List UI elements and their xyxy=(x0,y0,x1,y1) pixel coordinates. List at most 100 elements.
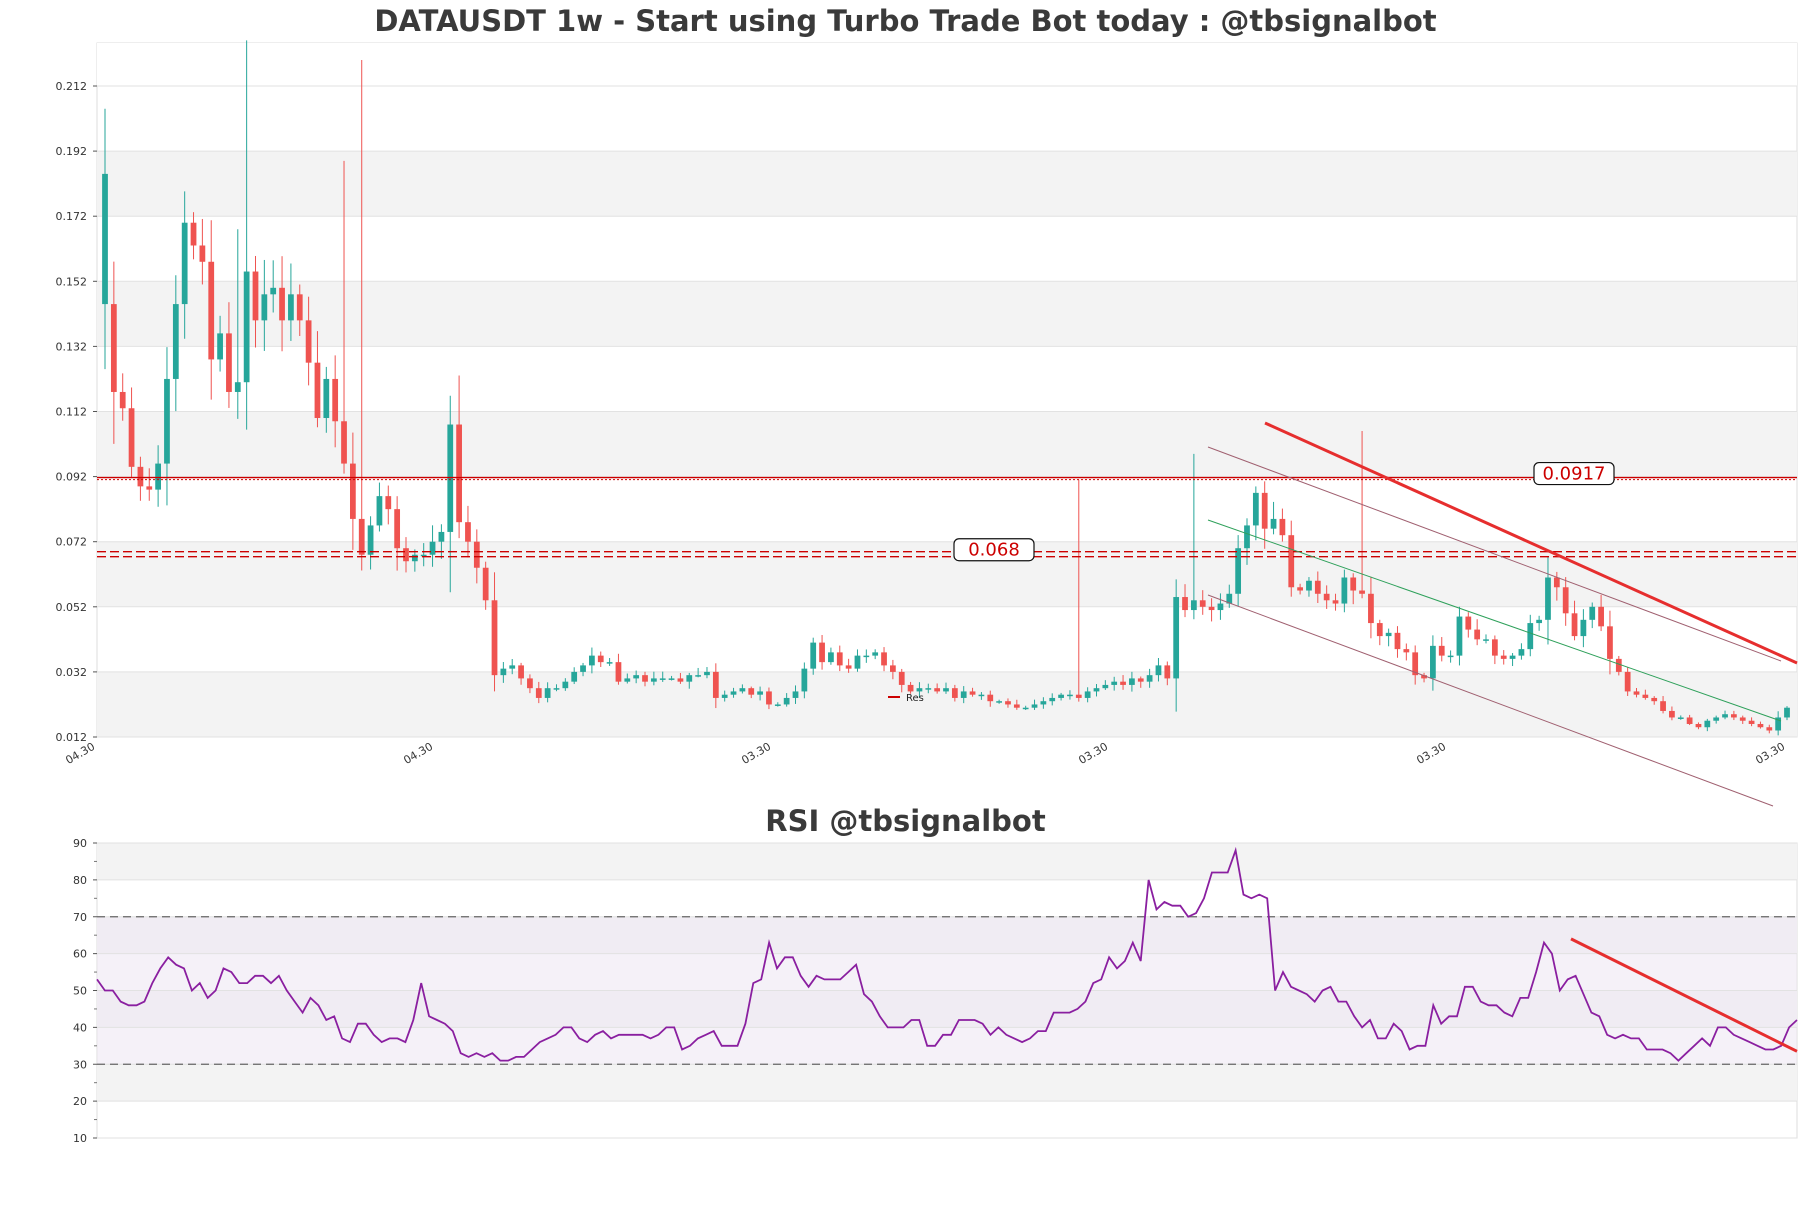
candle-body xyxy=(890,665,896,672)
y-tick-label: 0.072 xyxy=(56,536,88,549)
candle-body xyxy=(562,681,569,689)
candle-body xyxy=(1288,535,1295,588)
candle-body xyxy=(146,486,153,490)
candle-body xyxy=(367,525,374,555)
candle-body xyxy=(252,271,259,321)
resistance-trendline xyxy=(1264,421,1798,665)
candle-body xyxy=(1438,645,1445,656)
candle-body xyxy=(1509,655,1516,659)
candle-body xyxy=(385,496,392,510)
candle-body xyxy=(1660,701,1666,711)
candle-body xyxy=(491,600,498,676)
candle-body xyxy=(217,333,223,360)
candle-body xyxy=(642,675,648,682)
candle-body xyxy=(934,688,941,692)
candle-body xyxy=(695,675,702,677)
candle-body xyxy=(606,662,613,664)
candle-body xyxy=(1607,626,1613,659)
candle-body xyxy=(978,694,985,697)
candle-body xyxy=(500,668,507,676)
candle-body xyxy=(509,665,516,669)
candle-body xyxy=(766,691,772,705)
candle-body xyxy=(1447,655,1454,658)
candle-body xyxy=(774,704,781,706)
candle-body xyxy=(1731,714,1737,718)
candle-body xyxy=(243,271,250,383)
candle-body xyxy=(1571,613,1578,637)
candle-body xyxy=(1651,697,1658,702)
candle-body xyxy=(1562,587,1569,614)
candle-body xyxy=(1483,639,1489,641)
candle-body xyxy=(473,541,480,568)
candle-body xyxy=(686,675,693,682)
candle-body xyxy=(1403,649,1410,653)
candle-body xyxy=(341,421,347,464)
candle-body xyxy=(1022,707,1029,710)
candle-body xyxy=(279,287,285,321)
rsi-y-tick-label: 20 xyxy=(73,1095,87,1108)
candle-body xyxy=(128,408,135,467)
candle-body xyxy=(1164,665,1171,679)
candle-body xyxy=(1775,717,1782,731)
candle-body xyxy=(597,655,604,663)
candle-body xyxy=(119,391,126,409)
candle-body xyxy=(172,304,179,379)
candle-body xyxy=(1279,518,1286,536)
price-chart: 0.012 0.032 0.052 0.072 0.092 0.112 0.132 0.152… xyxy=(56,40,1798,807)
candle-body xyxy=(1270,518,1277,529)
candle-body xyxy=(1297,587,1303,591)
candle-body xyxy=(580,665,586,672)
candle-body xyxy=(571,671,578,682)
candle-body xyxy=(730,691,737,695)
level-label-box xyxy=(953,538,1035,562)
candle-body xyxy=(1359,590,1365,594)
candle-body xyxy=(996,701,1002,703)
grid-band xyxy=(97,411,1797,477)
candle-body xyxy=(518,665,524,679)
rsi-y-tick-label: 30 xyxy=(73,1058,87,1071)
candle-body xyxy=(845,665,852,669)
candle-body xyxy=(650,678,657,682)
candle-body xyxy=(1217,603,1224,611)
candle-body xyxy=(881,652,887,666)
candle-body xyxy=(420,554,427,557)
candle-body xyxy=(1013,704,1020,708)
candle-body xyxy=(1589,606,1596,620)
rsi-trendline xyxy=(1570,937,1798,1053)
candle-body xyxy=(1226,593,1233,604)
candle-body xyxy=(1306,580,1312,591)
y-tick-label: 0.172 xyxy=(56,210,88,223)
candle-body xyxy=(1137,678,1144,682)
candle-body xyxy=(1669,710,1675,718)
candle-body xyxy=(792,691,799,698)
candle-body xyxy=(429,541,436,555)
candle-body xyxy=(1412,652,1419,676)
candle-body xyxy=(712,671,719,698)
candle-body xyxy=(828,652,834,663)
candle-body xyxy=(1633,691,1640,695)
candle-body xyxy=(659,678,666,680)
grid-band xyxy=(97,541,1797,607)
candle-body xyxy=(527,678,533,689)
candle-body xyxy=(1536,619,1543,624)
candle-body xyxy=(819,642,825,663)
candle-body xyxy=(1677,717,1684,719)
candle-body xyxy=(1376,623,1383,637)
candle-body xyxy=(234,382,241,392)
candle-body xyxy=(898,671,905,685)
candle-body xyxy=(155,463,161,490)
candle-body xyxy=(1350,577,1357,591)
candle-body xyxy=(1527,623,1534,650)
candle-body xyxy=(1129,678,1135,685)
candle-body xyxy=(1005,701,1011,705)
candle-body xyxy=(199,245,206,262)
candle-body xyxy=(783,697,790,705)
candle-body xyxy=(854,655,861,669)
candle-body xyxy=(226,333,232,392)
candle-body xyxy=(1190,600,1197,611)
candle-body xyxy=(1722,714,1728,718)
candle-body xyxy=(403,548,409,562)
candle-body xyxy=(1615,658,1622,672)
candle-body xyxy=(951,688,958,698)
candle-body xyxy=(1093,688,1100,692)
